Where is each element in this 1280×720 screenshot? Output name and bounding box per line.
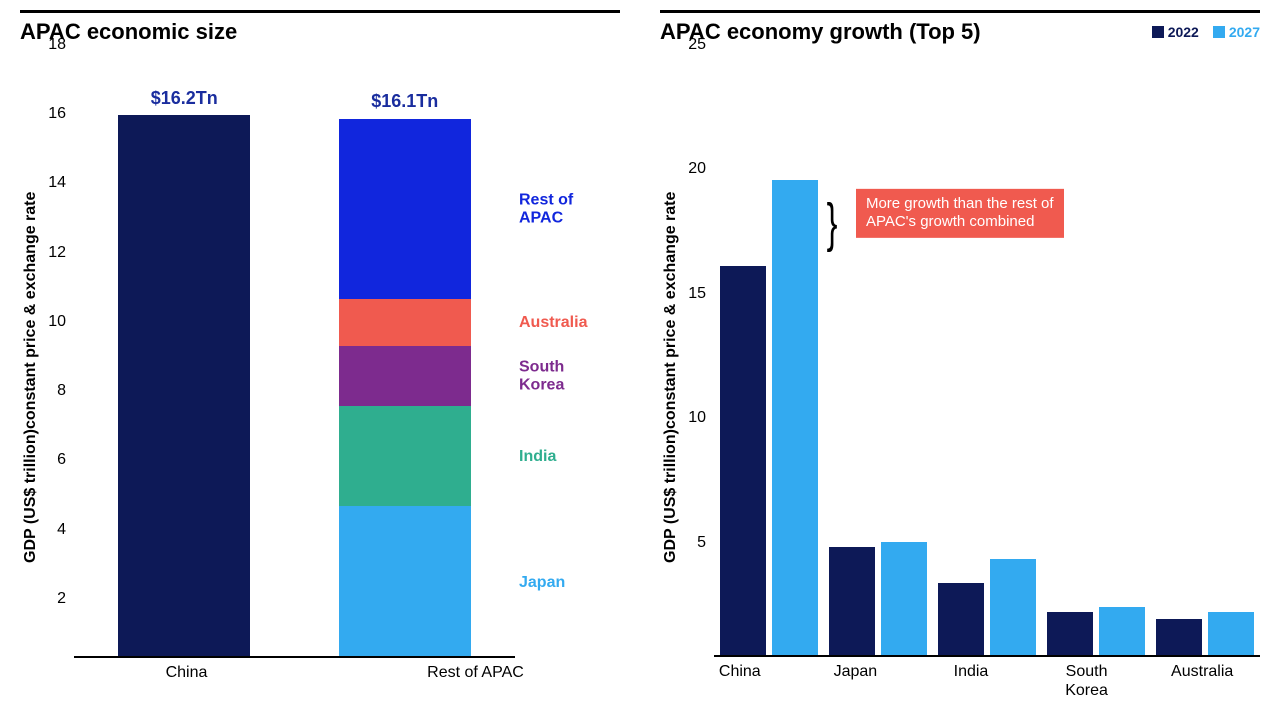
x-tick-label: Rest of APAC <box>331 664 620 700</box>
bar <box>1099 607 1145 655</box>
segment-label: SouthKorea <box>519 359 564 394</box>
bar-group: $16.1Tn <box>295 55 516 656</box>
y-tick: 2 <box>57 590 66 608</box>
legend-item: 2022 <box>1152 24 1199 40</box>
x-tick-label: Australia <box>1144 663 1260 700</box>
left-y-ticks: 24681012141618 <box>42 45 74 668</box>
brace-icon: } <box>827 192 838 254</box>
bar <box>990 559 1036 655</box>
segment-label: India <box>519 448 556 466</box>
legend-item: 2027 <box>1213 24 1260 40</box>
bar-group <box>1151 55 1260 655</box>
legend-swatch <box>1213 26 1225 38</box>
left-y-axis-label: GDP (US$ trillion)constant price & excha… <box>20 55 42 700</box>
bar-segment <box>339 299 471 346</box>
segment-label: Australia <box>519 314 587 332</box>
y-tick: 5 <box>697 534 706 552</box>
bar-segment <box>339 119 471 299</box>
bar-segment <box>339 506 471 656</box>
segment-label: Japan <box>519 574 565 592</box>
right-legend: 2022 2027 <box>1152 24 1260 40</box>
bar-top-label: $16.2Tn <box>151 88 218 109</box>
legend-label: 2022 <box>1168 24 1199 40</box>
left-plot-area: $16.2Tn $16.1Tn <box>74 55 515 658</box>
y-tick: 12 <box>48 244 66 262</box>
right-chart-body: GDP (US$ trillion)constant price & excha… <box>660 55 1260 700</box>
bar-group <box>1042 55 1151 655</box>
right-x-labels: ChinaJapanIndiaSouthKoreaAustralia <box>682 657 1260 700</box>
bar <box>881 542 927 655</box>
right-chart-title: APAC economy growth (Top 5) <box>660 19 981 45</box>
legend-swatch <box>1152 26 1164 38</box>
left-title-row: APAC economic size <box>20 10 620 45</box>
right-y-axis-label: GDP (US$ trillion)constant price & excha… <box>660 55 682 700</box>
x-tick-label: India <box>913 663 1029 700</box>
y-tick: 14 <box>48 174 66 192</box>
right-y-ticks: 510152025 <box>682 45 714 667</box>
bar-segment <box>118 115 250 656</box>
legend-label: 2027 <box>1229 24 1260 40</box>
bar <box>938 583 984 655</box>
right-chart-panel: APAC economy growth (Top 5) 2022 2027 GDP… <box>660 10 1260 700</box>
left-x-labels: ChinaRest of APAC <box>42 658 620 700</box>
bar <box>772 180 818 655</box>
y-tick: 6 <box>57 451 66 469</box>
callout-box: More growth than the rest ofAPAC's growt… <box>856 188 1064 238</box>
right-plot-area: More growth than the rest ofAPAC's growt… <box>714 55 1260 657</box>
y-tick: 4 <box>57 521 66 539</box>
x-tick-label: China <box>42 664 331 700</box>
x-tick-label: China <box>682 663 798 700</box>
segment-label: Rest ofAPAC <box>519 192 573 227</box>
bar-group <box>714 55 823 655</box>
bar <box>829 547 875 655</box>
stacked-bar: $16.1Tn <box>339 118 471 656</box>
y-tick: 8 <box>57 382 66 400</box>
x-tick-label: SouthKorea <box>1029 663 1145 700</box>
left-chart-body: GDP (US$ trillion)constant price & excha… <box>20 55 620 700</box>
bar <box>1208 612 1254 655</box>
bar-group <box>823 55 932 655</box>
right-title-row: APAC economy growth (Top 5) 2022 2027 <box>660 10 1260 45</box>
y-tick: 25 <box>688 36 706 54</box>
bar-segment <box>339 346 471 406</box>
bar-group: $16.2Tn <box>74 55 295 656</box>
bar <box>1047 612 1093 655</box>
bar-group <box>932 55 1041 655</box>
left-chart-panel: APAC economic size GDP (US$ trillion)con… <box>20 10 620 700</box>
y-tick: 16 <box>48 105 66 123</box>
stacked-bar: $16.2Tn <box>118 115 250 656</box>
y-tick: 15 <box>688 285 706 303</box>
left-segment-labels: Japan India SouthKorea Australia Rest ofAPAC <box>515 55 620 658</box>
y-tick: 10 <box>688 409 706 427</box>
bar <box>1156 619 1202 655</box>
y-tick: 10 <box>48 313 66 331</box>
x-tick-label: Japan <box>798 663 914 700</box>
bar <box>720 266 766 655</box>
y-tick: 18 <box>48 36 66 54</box>
bar-top-label: $16.1Tn <box>371 91 438 112</box>
y-tick: 20 <box>688 160 706 178</box>
bar-segment <box>339 406 471 506</box>
